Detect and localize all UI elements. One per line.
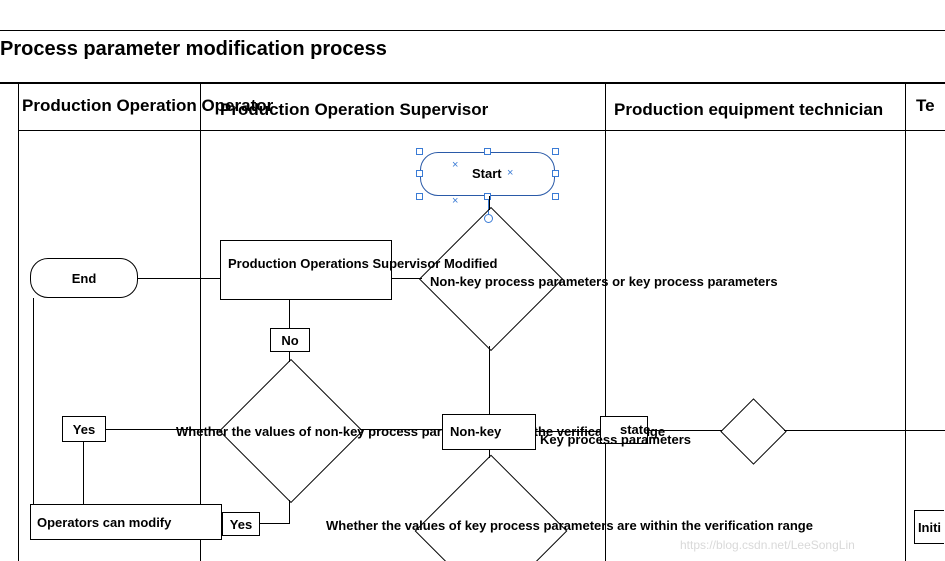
sel-handle[interactable] (416, 170, 423, 177)
decision-paramtype-text: Non-key process parameters or key proces… (430, 274, 778, 289)
keyproc-label: Key process parameters (540, 432, 691, 447)
yes1-label: Yes (73, 422, 95, 437)
decision-key-range-text: Whether the values of key process parame… (326, 518, 813, 533)
sel-x-icon: × (452, 160, 458, 171)
connector (784, 430, 945, 431)
lane-divider-2 (605, 82, 606, 561)
watermark-text: https://blog.csdn.net/LeeSongLin (680, 538, 855, 552)
initi-label: Initi (918, 520, 941, 535)
connector (648, 430, 722, 431)
connector (138, 278, 220, 279)
frame-line-header-top (0, 82, 945, 84)
lane-divider-3 (905, 82, 906, 561)
nonkey-box-label: Non-key (450, 424, 501, 439)
connector (106, 429, 220, 430)
lane-label-technician: Production equipment technician (614, 100, 883, 120)
sel-handle[interactable] (484, 148, 491, 155)
decision-key-range[interactable] (415, 455, 568, 561)
connector (360, 429, 442, 430)
sel-handle[interactable] (416, 148, 423, 155)
no-label: No (281, 333, 298, 348)
supervisor-modified-text: Production Operations Supervisor Modifie… (228, 256, 497, 271)
connector (392, 278, 422, 279)
end-node[interactable]: End (30, 258, 138, 298)
no-box[interactable]: No (270, 328, 310, 352)
connector (489, 346, 490, 414)
connector (536, 431, 600, 432)
start-label: Start (472, 166, 502, 181)
connector (260, 523, 290, 524)
decision-small[interactable] (720, 398, 786, 464)
sel-handle[interactable] (552, 170, 559, 177)
initi-box[interactable]: Initi (914, 510, 944, 544)
operators-can-modify-box[interactable]: Operators can modify (30, 504, 222, 540)
connector (83, 442, 84, 504)
sel-handle[interactable] (416, 193, 423, 200)
yes2-box[interactable]: Yes (222, 512, 260, 536)
connector (289, 500, 290, 524)
frame-line-top (0, 30, 945, 31)
yes2-label: Yes (230, 517, 252, 532)
frame-line-header-bot (18, 130, 945, 131)
connector (289, 300, 290, 328)
sel-x-icon: × (507, 168, 513, 179)
yes1-box[interactable]: Yes (62, 416, 106, 442)
sel-x-icon: × (452, 196, 458, 207)
sel-handle[interactable] (552, 193, 559, 200)
sel-handle[interactable] (552, 148, 559, 155)
connector (33, 298, 34, 523)
operators-can-modify-label: Operators can modify (37, 515, 171, 530)
lane-label-supervisor: Production Operation Supervisor (220, 100, 488, 120)
diagram-title: Process parameter modification process (0, 38, 387, 61)
lane-label-te: Te (916, 96, 935, 116)
end-label: End (72, 271, 97, 286)
lane-divider-0 (18, 82, 19, 561)
lane-divider-1 (200, 82, 201, 561)
